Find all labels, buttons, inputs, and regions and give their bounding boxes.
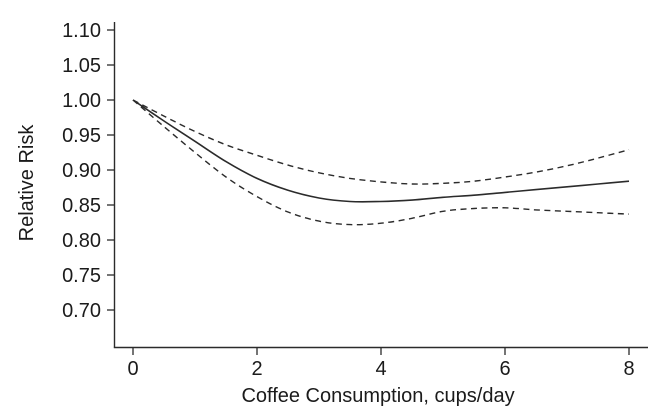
x-tick-label: 2 [251, 358, 262, 380]
y-tick-label: 1.10 [62, 20, 101, 42]
x-tick-label: 4 [375, 358, 386, 380]
x-tick-label: 6 [499, 358, 510, 380]
x-axis-title: Coffee Consumption, cups/day [241, 385, 514, 407]
x-tick-label: 8 [623, 358, 634, 380]
y-tick-label: 0.85 [62, 195, 101, 217]
y-axis-title: Relative Risk [16, 124, 38, 242]
y-tick-label: 0.80 [62, 230, 101, 252]
relative-risk-solid-curve [132, 99, 630, 203]
y-tick-label: 0.95 [62, 125, 101, 147]
upper-confidence-dashed-curve [132, 99, 630, 185]
y-tick-label: 0.75 [62, 265, 101, 287]
y-tick-label: 0.70 [62, 300, 101, 322]
y-tick-label: 1.00 [62, 90, 101, 112]
lower-confidence-dashed-curve [132, 99, 630, 226]
x-tick-label: 0 [127, 358, 138, 380]
y-tick-label: 1.05 [62, 55, 101, 77]
y-tick-label: 0.90 [62, 160, 101, 182]
